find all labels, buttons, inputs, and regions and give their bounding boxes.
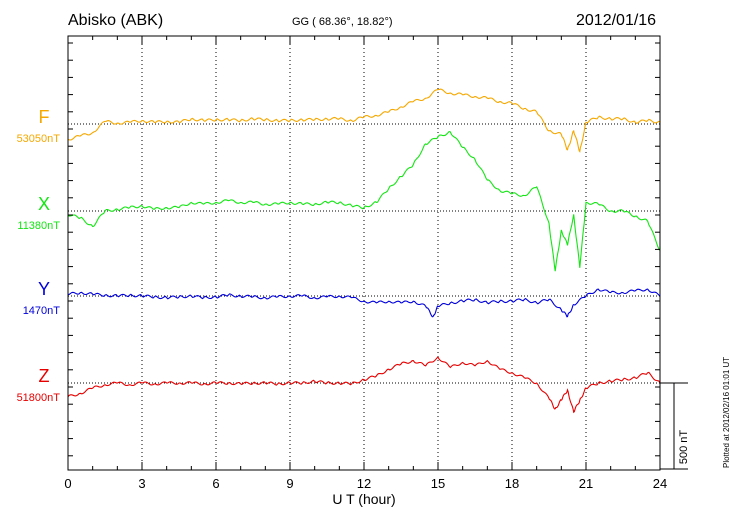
x-tick-label: 0 <box>64 476 71 491</box>
component-baseline-value: 11380nT <box>17 220 60 232</box>
x-tick-label: 9 <box>286 476 293 491</box>
date-title: 2012/01/16 <box>576 12 657 29</box>
x-tick-label: 12 <box>357 476 371 491</box>
station-title: Abisko (ABK) <box>68 12 164 29</box>
x-tick-label: 21 <box>579 476 593 491</box>
component-baseline-value: 1470nT <box>23 305 61 317</box>
scale-bar-label: 500 nT <box>678 430 690 465</box>
trace-f <box>67 88 661 153</box>
x-tick-label: 15 <box>431 476 445 491</box>
component-labels: F 53050nT X 11380nT Y 1470nT Z 51800nT <box>17 107 61 404</box>
component-letter-y: Y <box>38 279 50 299</box>
component-letter-f: F <box>39 107 50 127</box>
x-tick-label: 3 <box>138 476 145 491</box>
x-tick-label: 24 <box>653 476 667 491</box>
component-baseline-value: 51800nT <box>17 392 61 404</box>
component-letter-z: Z <box>39 366 50 386</box>
x-axis-title: U T (hour) <box>332 491 395 507</box>
component-traces <box>67 88 661 414</box>
component-baseline-value: 53050nT <box>17 133 61 145</box>
x-tick-label: 18 <box>505 476 519 491</box>
component-letter-x: X <box>38 194 50 214</box>
x-tick-label: 6 <box>212 476 219 491</box>
trace-y <box>67 288 661 318</box>
trace-x <box>67 130 661 272</box>
station-coordinates: GG ( 68.36°, 18.82°) <box>292 16 393 28</box>
axes: 0 3 6 9 12 15 18 21 24 U T (hour) <box>64 35 667 507</box>
scale-bar: 500 nT <box>660 382 690 470</box>
trace-z <box>67 356 661 414</box>
grid-lines <box>68 36 660 470</box>
